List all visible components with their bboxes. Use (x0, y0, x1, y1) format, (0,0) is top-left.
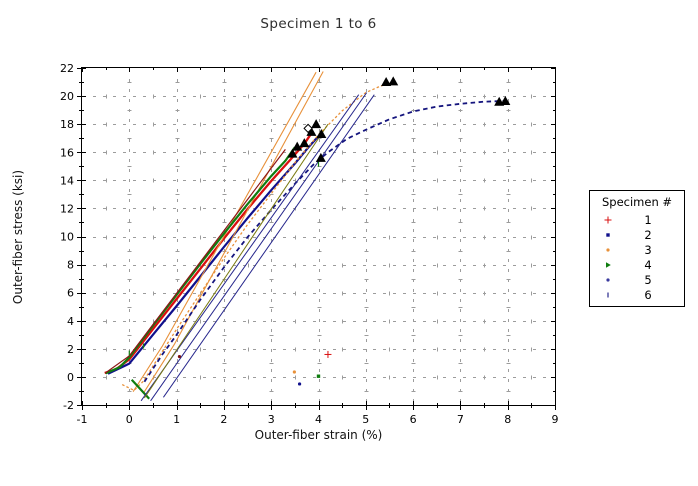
x-axis-label: Outer-fiber strain (%) (254, 428, 383, 442)
svg-text:20: 20 (60, 90, 74, 103)
series-aux-olive (143, 123, 329, 399)
legend-entry-label: 1 (644, 212, 652, 227)
svg-text:3: 3 (268, 413, 275, 426)
series (104, 71, 504, 402)
legend-marker-3-icon (590, 244, 626, 256)
svg-text:9: 9 (552, 413, 559, 426)
series-2 (107, 135, 320, 375)
legend-entry: 1 (590, 212, 684, 227)
svg-text:14: 14 (60, 174, 74, 187)
svg-text:-1: -1 (77, 413, 88, 426)
svg-text:7: 7 (457, 413, 464, 426)
svg-text:6: 6 (410, 413, 417, 426)
series-3-reload (132, 71, 324, 394)
failure-triangle-marker (306, 126, 317, 136)
svg-text:0: 0 (67, 371, 74, 384)
legend-marker-2-icon (590, 229, 626, 241)
grid (83, 69, 554, 404)
failure-triangle-marker (292, 141, 303, 151)
legend-title: Specimen # (601, 195, 673, 209)
failure-triangle-marker (287, 148, 298, 158)
svg-text:22: 22 (60, 62, 74, 75)
failure-triangle-marker (316, 128, 327, 138)
series-3 (121, 82, 391, 391)
legend-entry: 4 (590, 257, 684, 272)
failure-triangle-marker (388, 76, 399, 86)
axis-frame (77, 67, 556, 410)
svg-text:4: 4 (315, 413, 322, 426)
legend-entry: 6 (590, 287, 684, 302)
legend-entry: 2 (590, 227, 684, 242)
svg-text:6: 6 (67, 287, 74, 300)
svg-text:18: 18 (60, 118, 74, 131)
failure-triangle-marker (299, 138, 310, 148)
svg-text:12: 12 (60, 202, 74, 215)
chart-title: Specimen 1 to 6 (260, 16, 377, 32)
svg-text:8: 8 (504, 413, 511, 426)
legend-entry: 3 (590, 242, 684, 257)
failure-triangle-marker (500, 95, 511, 105)
legend-marker-6-icon (590, 289, 626, 301)
failure-triangle-marker (381, 77, 392, 87)
legend-entry-label: 5 (644, 272, 652, 287)
legend-marker-4-icon (590, 259, 626, 271)
svg-text:2: 2 (67, 343, 74, 356)
svg-text:-2: -2 (63, 399, 74, 412)
svg-text:16: 16 (60, 146, 74, 159)
series-5 (143, 100, 504, 383)
legend-entry: 5 (590, 272, 684, 287)
open-diamond-marker (303, 123, 313, 134)
legend-marker-5-icon (590, 274, 626, 286)
svg-text:1: 1 (173, 413, 180, 426)
svg-text:4: 4 (67, 315, 74, 328)
failure-triangle-marker (315, 152, 326, 162)
legend-entry-label: 6 (644, 287, 652, 302)
legend-entry-label: 2 (644, 227, 652, 242)
stray-markers (128, 161, 332, 386)
failure-markers (287, 76, 511, 162)
series-6 (140, 92, 375, 402)
failure-triangle-marker (311, 119, 322, 129)
svg-text:8: 8 (67, 259, 74, 272)
legend-entry-label: 4 (644, 257, 652, 272)
svg-text:5: 5 (362, 413, 369, 426)
svg-text:2: 2 (220, 413, 227, 426)
series-aux-maroon (105, 149, 286, 374)
legend-marker-1-icon (590, 214, 626, 226)
svg-text:0: 0 (126, 413, 133, 426)
legend-entry-label: 3 (644, 242, 652, 257)
y-axis-label: Outer-fiber stress (ksi) (11, 169, 25, 305)
svg-text:10: 10 (60, 231, 74, 244)
